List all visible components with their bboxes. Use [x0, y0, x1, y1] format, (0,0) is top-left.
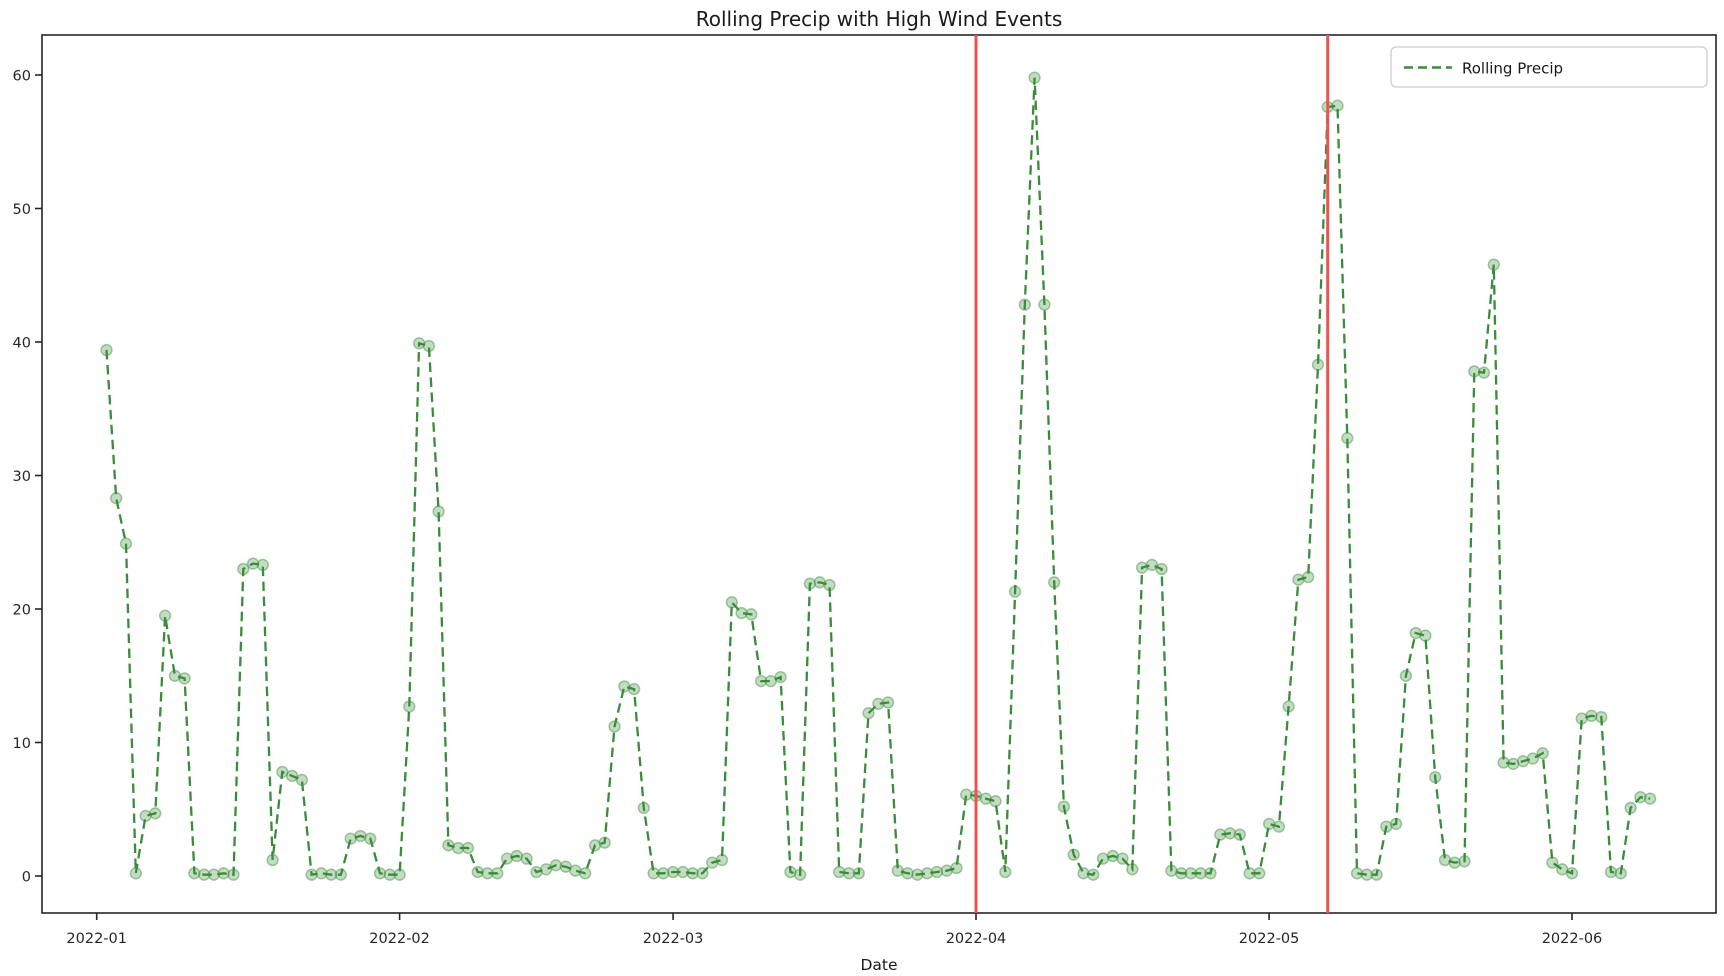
svg-text:2022-04: 2022-04 [946, 931, 1007, 947]
plot-area: 0 10 20 30 40 50 60 2022-01 2022-02 2022-03 2022-0… [13, 34, 1717, 947]
x-axis-label: Date [860, 956, 897, 974]
svg-text:2022-02: 2022-02 [369, 931, 430, 947]
svg-text:30: 30 [13, 469, 31, 485]
chart-title: Rolling Precip with High Wind Events [696, 7, 1062, 31]
svg-text:2022-01: 2022-01 [66, 931, 127, 947]
svg-text:2022-06: 2022-06 [1542, 931, 1603, 947]
svg-text:20: 20 [13, 603, 31, 619]
legend-label: Rolling Precip [1462, 60, 1563, 78]
legend-box [1390, 46, 1708, 88]
svg-text:60: 60 [13, 69, 31, 85]
legend: Rolling Precip [1390, 46, 1708, 88]
svg-text:2022-05: 2022-05 [1239, 931, 1300, 947]
svg-text:40: 40 [13, 336, 31, 352]
svg-text:10: 10 [13, 736, 31, 752]
svg-text:50: 50 [13, 202, 31, 218]
svg-text:0: 0 [22, 870, 31, 886]
svg-text:2022-03: 2022-03 [643, 931, 704, 947]
